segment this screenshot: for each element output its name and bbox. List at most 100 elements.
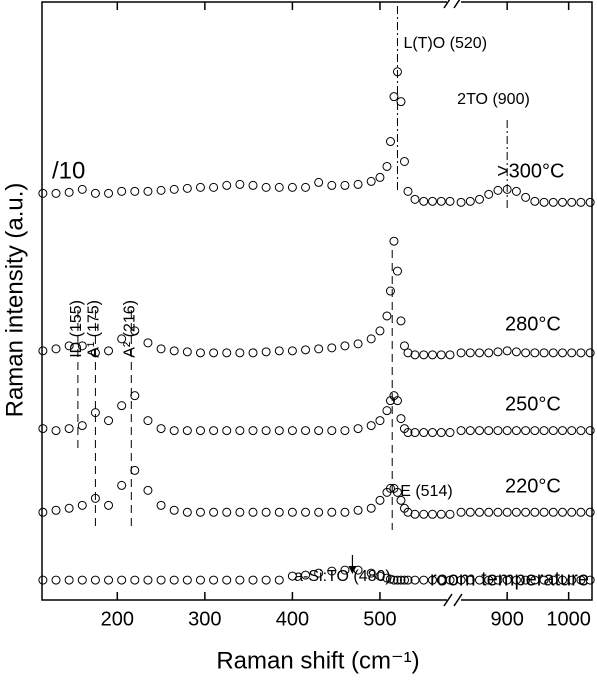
data-point: [419, 509, 429, 519]
data-point: [375, 326, 385, 336]
data-point: [274, 507, 284, 517]
data-point: [475, 426, 485, 436]
data-point: [287, 182, 297, 192]
data-point: [366, 334, 376, 344]
data-point: [396, 495, 406, 505]
data-point: [209, 507, 219, 517]
data-point: [38, 575, 48, 585]
data-point: [274, 426, 284, 436]
data-point: [548, 575, 558, 585]
data-point: [436, 428, 446, 438]
annotation-label: 2TO (900): [457, 91, 530, 108]
data-point: [548, 426, 558, 436]
data-point: [235, 348, 245, 358]
data-point: [502, 426, 512, 436]
data-point: [396, 414, 406, 424]
data-point: [143, 575, 153, 585]
data-point: [445, 428, 455, 438]
data-point: [427, 428, 437, 438]
data-point: [410, 509, 420, 519]
data-point: [548, 197, 558, 207]
data-point: [465, 507, 475, 517]
annotation-label: A² (216): [122, 300, 139, 358]
x-tick-label: 400: [276, 608, 309, 630]
data-point: [77, 575, 87, 585]
data-point: [104, 346, 114, 356]
data-point: [77, 341, 87, 351]
data-point: [456, 197, 466, 207]
data-point: [366, 503, 376, 513]
data-point: [392, 575, 402, 585]
data-point: [51, 575, 61, 585]
annotation-label: a-Si:TO (480): [294, 568, 391, 585]
data-point: [375, 416, 385, 426]
data-point: [511, 186, 521, 196]
series-label: 220°C: [505, 475, 561, 497]
data-point: [521, 575, 531, 585]
data-point: [77, 421, 87, 431]
data-point: [484, 507, 494, 517]
data-point: [195, 575, 205, 585]
data-point: [353, 339, 363, 349]
data-point: [340, 507, 350, 517]
data-point: [511, 426, 521, 436]
data-point: [64, 503, 74, 513]
x-tick-label: 1000: [546, 608, 591, 630]
series-label: 280°C: [505, 313, 561, 335]
data-point: [366, 176, 376, 186]
data-point: [143, 485, 153, 495]
data-point: [403, 507, 413, 517]
data-point: [576, 575, 586, 585]
data-point: [445, 575, 455, 585]
data-point: [493, 426, 503, 436]
data-point: [530, 426, 540, 436]
series-label: room temperature: [430, 568, 589, 590]
data-point: [222, 180, 232, 190]
data-point: [222, 507, 232, 517]
data-point: [117, 186, 127, 196]
data-point: [521, 348, 531, 358]
data-point: [261, 426, 271, 436]
data-point: [511, 347, 521, 357]
data-point: [475, 348, 485, 358]
plot-frame: [41, 1, 593, 601]
data-point: [456, 575, 466, 585]
data-point: [353, 179, 363, 189]
data-point: [222, 575, 232, 585]
data-point: [511, 507, 521, 517]
data-point: [327, 426, 337, 436]
data-point: [314, 177, 324, 187]
data-point: [436, 350, 446, 360]
data-point: [340, 341, 350, 351]
data-point: [530, 348, 540, 358]
series-label: 250°C: [505, 393, 561, 415]
data-point: [235, 575, 245, 585]
data-point: [327, 507, 337, 517]
data-point: [539, 348, 549, 358]
data-point: [248, 426, 258, 436]
data-point: [557, 507, 567, 517]
data-point: [403, 348, 413, 358]
data-point: [51, 344, 61, 354]
data-point: [77, 184, 87, 194]
data-point: [130, 465, 140, 475]
data-point: [399, 575, 409, 585]
data-point: [64, 187, 74, 197]
data-point: [235, 179, 245, 189]
data-point: [38, 188, 48, 198]
data-point: [248, 507, 258, 517]
data-point: [436, 575, 446, 585]
x-tick-label: 500: [363, 608, 396, 630]
data-point: [567, 348, 577, 358]
data-point: [156, 424, 166, 434]
data-point: [117, 334, 127, 344]
data-point: [427, 196, 437, 206]
data-point: [419, 350, 429, 360]
data-point: [104, 416, 114, 426]
data-point: [475, 575, 485, 585]
data-point: [314, 507, 324, 517]
data-point: [557, 426, 567, 436]
data-point: [419, 428, 429, 438]
data-point: [182, 575, 192, 585]
data-point: [410, 428, 420, 438]
